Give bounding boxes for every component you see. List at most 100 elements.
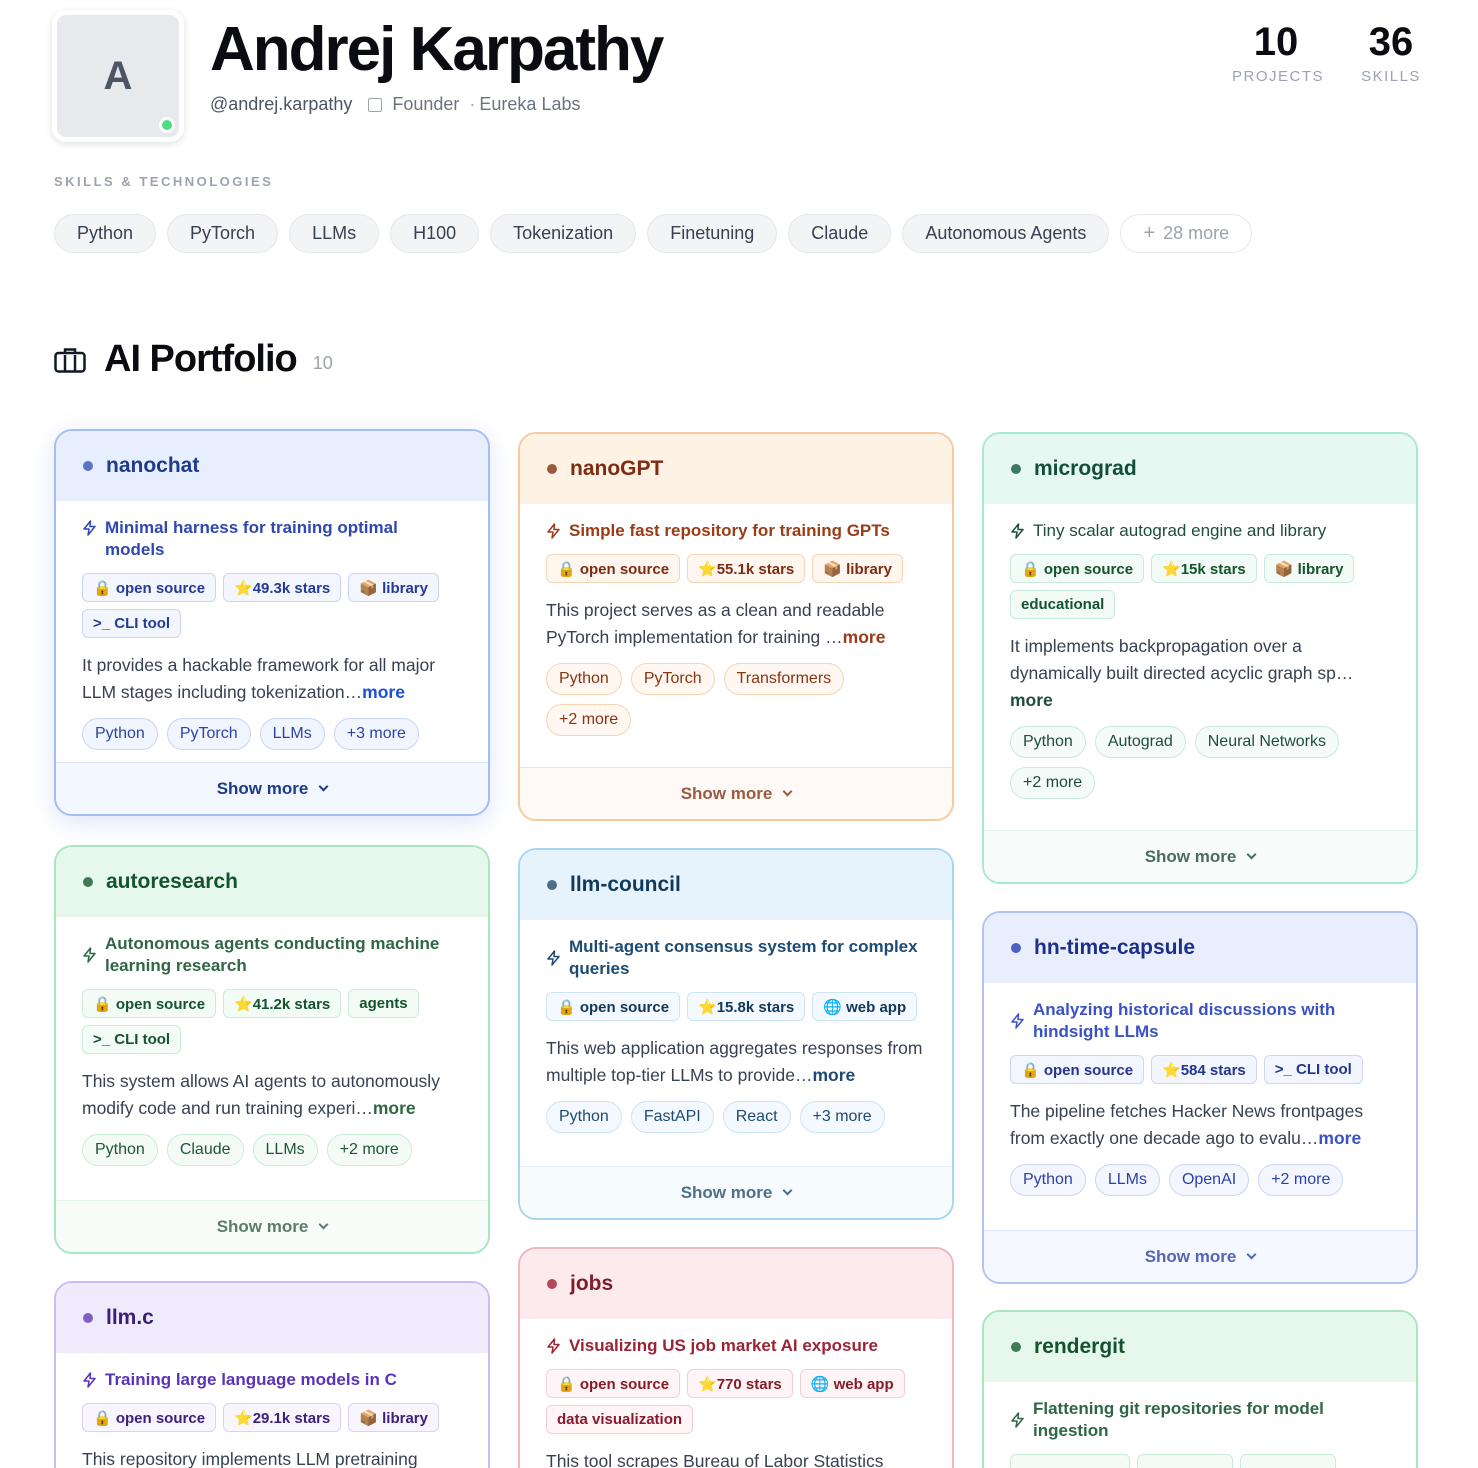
card-title: nanochat [106,454,200,477]
online-status-indicator [159,117,175,133]
tech-chip: Python [1010,1164,1086,1196]
card-tagline: Minimal harness for training optimal mod… [82,517,462,561]
status-dot [547,464,557,474]
skills-more-button[interactable]: + 28 more [1120,214,1253,253]
card-description: This project serves as a clean and reada… [546,597,926,651]
badge: 🌐 web app [799,1369,905,1398]
badge-list: 🔒 open source ⭐55.1k stars 📦 library [546,554,926,583]
show-more-button[interactable]: Show more [56,762,488,814]
tech-list: Python Autograd Neural Networks +2 more [1010,726,1390,799]
card-header[interactable]: nanochat [56,431,488,501]
card-tagline-text: Flattening git repositories for model in… [1033,1399,1324,1440]
avatar[interactable]: A [52,10,184,142]
card-description: This tool scrapes Bureau of Labor Statis… [546,1448,926,1468]
project-card-hn-time-capsule[interactable]: hn-time-capsule Analyzing historical dis… [982,911,1418,1284]
badge [1010,1454,1130,1468]
badge: >_ CLI tool [82,609,182,638]
skill-chip[interactable]: Claude [788,214,892,253]
card-header[interactable]: nanoGPT [520,434,952,504]
card-description-text: It implements backpropagation over a dyn… [1010,636,1354,683]
project-card-nanogpt[interactable]: nanoGPT Simple fast repository for train… [518,432,954,821]
card-description-text: The pipeline fetches Hacker News frontpa… [1010,1101,1364,1148]
project-card-llm-council[interactable]: llm-council Multi-agent consensus system… [518,848,954,1220]
tech-more-chip[interactable]: +2 more [1010,767,1096,799]
project-card-llm-c[interactable]: llm.c Training large language models in … [54,1281,490,1468]
tech-more-chip[interactable]: +3 more [333,718,419,750]
skill-chip[interactable]: Tokenization [490,214,637,253]
tech-more-chip[interactable]: +2 more [326,1134,412,1166]
chevron-down-icon [1246,849,1257,860]
badge-list: 🔒 open source ⭐49.3k stars 📦 library >_ … [82,573,462,638]
card-header[interactable]: rendergit [984,1312,1416,1382]
project-card-nanochat[interactable]: nanochat Minimal harness for training op… [54,429,490,816]
badge: 🔒 open source [546,554,681,583]
status-dot [547,880,557,890]
status-dot [1011,464,1021,474]
show-more-button[interactable]: Show more [520,1166,952,1218]
read-more-link[interactable]: more [362,682,405,702]
card-tagline-text: Minimal harness for training optimal mod… [105,518,398,559]
project-card-autoresearch[interactable]: autoresearch Autonomous agents conductin… [54,845,490,1254]
read-more-link[interactable]: more [372,1098,416,1118]
profile-company: Eureka Labs [479,94,581,114]
stat-value: 10 [1253,20,1299,64]
profile-handle: @andrej.karpathy [210,94,353,114]
skill-chip[interactable]: LLMs [289,214,380,253]
skill-chip[interactable]: Python [54,214,157,253]
read-more-link[interactable]: more [1318,1128,1362,1148]
lightning-icon [82,944,97,966]
card-tagline: Multi-agent consensus system for complex… [546,936,926,980]
badge: 🔒 open source [82,989,217,1018]
project-card-micrograd[interactable]: micrograd Tiny scalar autograd engine an… [982,432,1418,884]
tech-chip: Neural Networks [1194,726,1340,758]
card-header[interactable]: hn-time-capsule [984,913,1416,983]
show-more-button[interactable]: Show more [520,767,952,819]
card-description: This web application aggregates response… [546,1035,926,1089]
show-more-button[interactable]: Show more [56,1200,488,1252]
show-more-button[interactable]: Show more [984,1230,1416,1282]
tech-more-chip[interactable]: +2 more [1258,1164,1344,1196]
tech-more-chip[interactable]: +2 more [546,704,632,736]
badge: 🌐 web app [812,992,918,1021]
tech-chip: React [722,1101,791,1133]
project-card-rendergit[interactable]: rendergit Flattening git repositories fo… [982,1310,1418,1468]
lightning-icon [1010,1409,1025,1431]
card-tagline-text: Autonomous agents conducting machine lea… [105,934,440,975]
card-header[interactable]: llm.c [56,1283,488,1353]
badge: 🔒 open source [546,992,681,1021]
portfolio-title: AI Portfolio [104,338,298,380]
badge-list: 🔒 open source ⭐15.8k stars 🌐 web app [546,992,926,1021]
tech-chip: Python [546,1101,622,1133]
badge: agents [348,989,419,1018]
card-header[interactable]: autoresearch [56,847,488,917]
tech-more-chip[interactable]: +3 more [799,1101,885,1133]
card-description-text: This project serves as a clean and reada… [546,600,885,647]
card-title: hn-time-capsule [1034,936,1196,959]
show-more-label: Show more [216,1216,309,1236]
card-header[interactable]: jobs [520,1249,952,1319]
card-header[interactable]: micrograd [984,434,1416,504]
portfolio-header: AI Portfolio 10 [54,338,333,381]
skill-chip[interactable]: Finetuning [647,214,778,253]
card-header[interactable]: llm-council [520,850,952,920]
tech-chip: Claude [166,1134,244,1166]
stat-label: PROJECTS [1232,68,1325,85]
stat-value: 36 [1368,20,1414,64]
show-more-button[interactable]: Show more [984,830,1416,882]
badge: ⭐584 stars [1151,1055,1257,1084]
project-card-jobs[interactable]: jobs Visualizing US job market AI exposu… [518,1247,954,1468]
skill-chip[interactable]: H100 [390,214,480,253]
show-more-label: Show more [1144,846,1237,866]
skill-chip[interactable]: PyTorch [167,214,279,253]
plus-icon: + [1143,222,1156,244]
read-more-link[interactable]: more [812,1065,856,1085]
read-more-link[interactable]: more [1010,690,1053,710]
read-more-link[interactable]: more [842,627,886,647]
card-tagline-text: Visualizing US job market AI exposure [569,1336,878,1355]
badge: 🔒 open source [1010,1055,1145,1084]
skills-section-title: SKILLS & TECHNOLOGIES [54,174,274,189]
badge-list: 🔒 open source ⭐15k stars 📦 library educa… [1010,554,1390,619]
skill-chip[interactable]: Autonomous Agents [902,214,1110,253]
tech-chip: Python [82,1134,158,1166]
tech-chip: OpenAI [1168,1164,1250,1196]
